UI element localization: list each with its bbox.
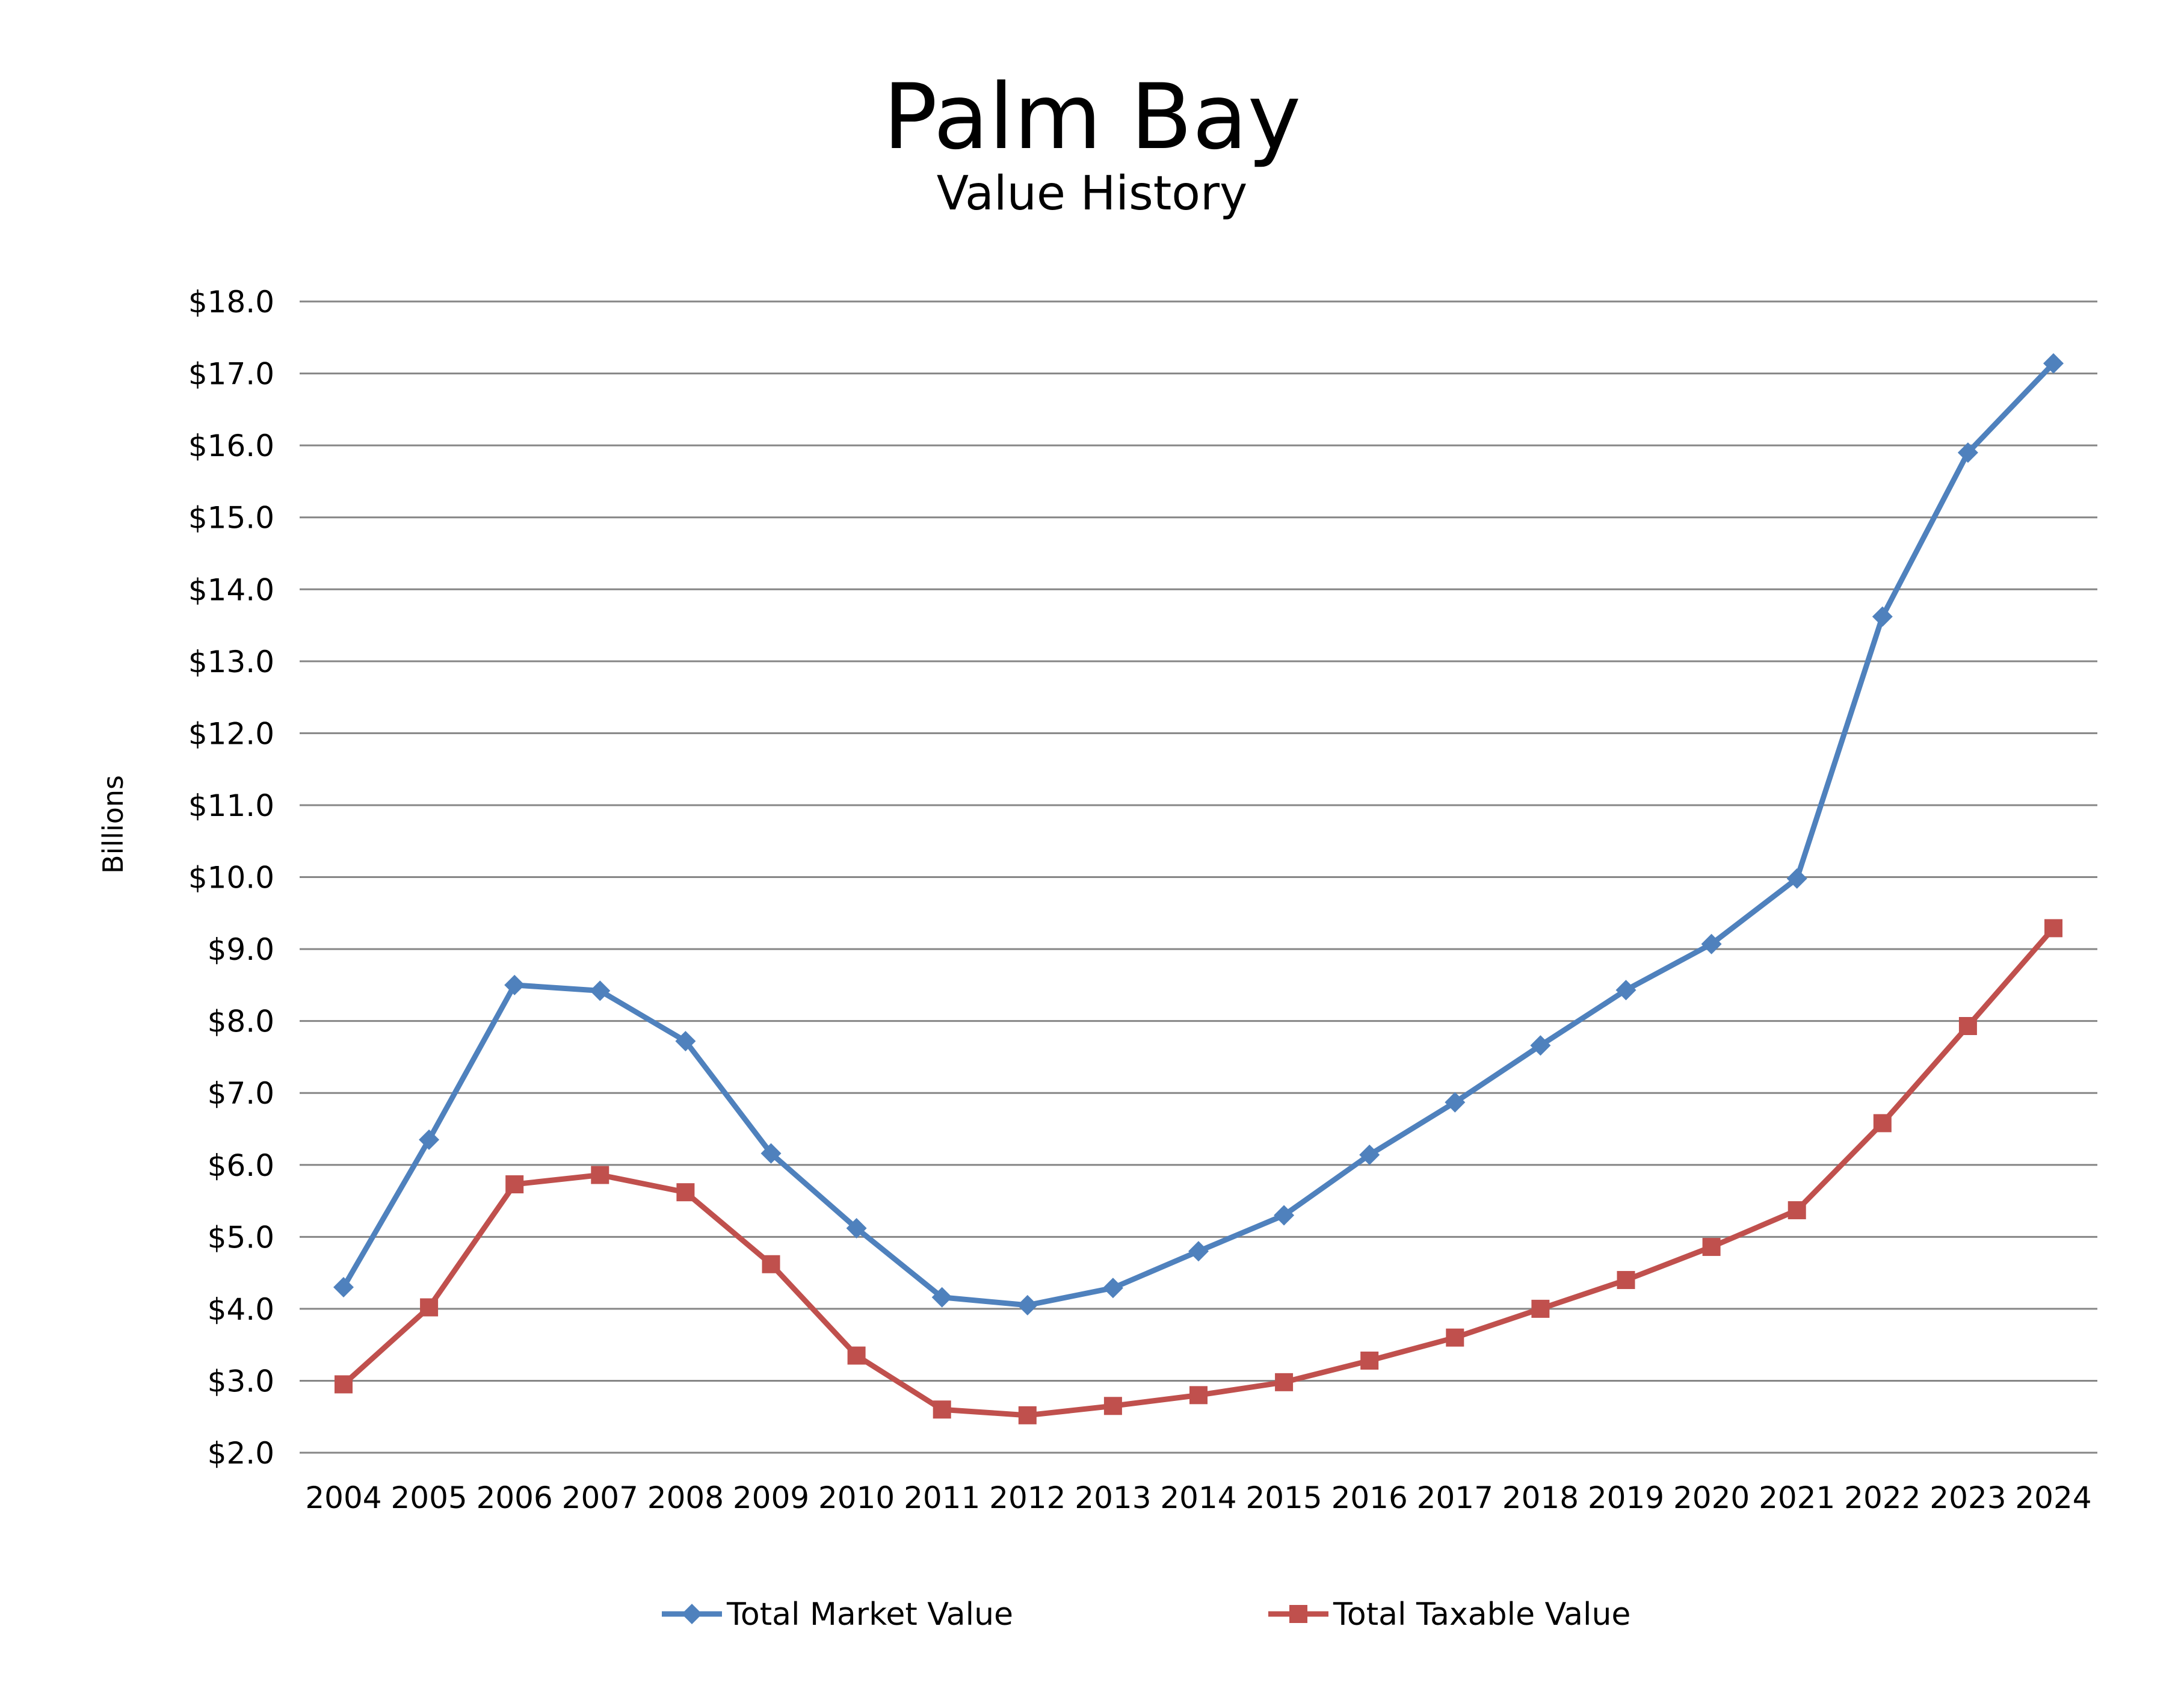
- y-tick-label: $8.0: [208, 1004, 274, 1039]
- square-marker: [420, 1298, 439, 1317]
- y-tick-label: $2.0: [208, 1436, 274, 1471]
- y-tick-label: $3.0: [208, 1364, 274, 1399]
- x-tick-label: 2010: [818, 1480, 895, 1515]
- x-tick-label: 2024: [2015, 1480, 2091, 1515]
- x-tick-label: 2009: [733, 1480, 809, 1515]
- diamond-marker: [931, 1287, 952, 1308]
- square-marker: [1788, 1201, 1806, 1220]
- y-tick-label: $12.0: [188, 716, 274, 751]
- diamond-marker: [504, 974, 525, 995]
- diamond-marker: [1274, 1205, 1295, 1226]
- gridlines: [300, 300, 2097, 1454]
- y-tick-label: $18.0: [188, 285, 274, 320]
- diamond-marker: [1872, 606, 1893, 627]
- square-marker: [847, 1346, 866, 1365]
- square-marker: [1446, 1328, 1464, 1347]
- y-tick-label: $11.0: [188, 788, 274, 823]
- diamond-marker: [419, 1129, 440, 1150]
- x-tick-label: 2020: [1673, 1480, 1750, 1515]
- y-tick-label: $6.0: [208, 1148, 274, 1183]
- x-tick-label: 2011: [904, 1480, 980, 1515]
- y-tick-label: $13.0: [188, 645, 274, 679]
- x-tick-label: 2018: [1502, 1480, 1579, 1515]
- square-marker: [505, 1175, 524, 1194]
- square-marker: [1873, 1114, 1892, 1133]
- square-marker-legend: [1289, 1605, 1307, 1623]
- y-tick-label: $7.0: [208, 1076, 274, 1111]
- legend-label: Total Taxable Value: [1333, 1597, 1630, 1633]
- y-tick-label: $17.0: [188, 357, 274, 392]
- x-tick-label: 2007: [562, 1480, 638, 1515]
- diamond-marker: [1445, 1092, 1466, 1113]
- chart-title: Palm Bay: [883, 65, 1301, 170]
- diamond-marker: [590, 980, 611, 1001]
- diamond-marker: [2043, 353, 2064, 374]
- square-marker: [1018, 1406, 1037, 1424]
- square-marker: [1958, 1016, 1977, 1035]
- chart-subtitle: Value History: [936, 167, 1248, 221]
- x-tick-label: 2019: [1588, 1480, 1664, 1515]
- x-tick-label: 2013: [1075, 1480, 1151, 1515]
- y-tick-label: $9.0: [208, 932, 274, 967]
- x-tick-label: 2017: [1417, 1480, 1493, 1515]
- square-marker: [1103, 1397, 1122, 1415]
- x-tick-label: 2016: [1331, 1480, 1408, 1515]
- square-marker: [1275, 1373, 1294, 1391]
- diamond-marker: [1701, 933, 1722, 954]
- y-tick-label: $14.0: [188, 572, 274, 607]
- diamond-marker: [846, 1217, 867, 1238]
- diamond-marker: [1017, 1294, 1038, 1315]
- x-tick-label: 2022: [1844, 1480, 1920, 1515]
- legend: Total Market Value Total Taxable Value: [662, 1597, 1630, 1633]
- x-tick-label: 2015: [1245, 1480, 1322, 1515]
- diamond-marker: [333, 1277, 354, 1298]
- diamond-marker: [1359, 1145, 1380, 1166]
- square-marker: [1702, 1238, 1721, 1257]
- square-marker: [1531, 1299, 1550, 1318]
- x-tick-label: 2004: [305, 1480, 381, 1515]
- series-line-1: [341, 360, 2056, 1308]
- square-marker: [1189, 1386, 1208, 1405]
- diamond-marker-legend: [682, 1604, 702, 1624]
- y-tick-label: $5.0: [208, 1220, 274, 1255]
- diamond-marker: [1530, 1035, 1551, 1056]
- y-tick-label: $16.0: [188, 428, 274, 463]
- y-tick-label: $4.0: [208, 1292, 274, 1327]
- square-marker: [591, 1166, 609, 1184]
- square-marker: [762, 1255, 780, 1273]
- square-marker: [1360, 1351, 1379, 1370]
- x-tick-label: 2021: [1759, 1480, 1835, 1515]
- square-marker: [1617, 1271, 1635, 1290]
- x-tick-label: 2006: [477, 1480, 553, 1515]
- x-tick-label: 2012: [989, 1480, 1066, 1515]
- x-tick-label: 2014: [1160, 1480, 1236, 1515]
- y-tick-label: $15.0: [188, 501, 274, 536]
- diamond-marker: [1188, 1241, 1209, 1262]
- x-tick-label: 2005: [390, 1480, 467, 1515]
- diamond-marker: [1957, 442, 1978, 463]
- diamond-marker: [760, 1143, 782, 1164]
- square-marker: [335, 1375, 353, 1394]
- x-tick-labels: 2004 2005 2006 2007 2008 2009 2010 2011 2012 2013…: [305, 1480, 2091, 1515]
- series-markers: [333, 353, 2064, 1424]
- diamond-marker: [1615, 980, 1636, 1001]
- x-tick-label: 2023: [1930, 1480, 2006, 1515]
- y-tick-label: $10.0: [188, 861, 274, 895]
- diamond-marker: [675, 1031, 696, 1052]
- legend-label: Total Market Value: [726, 1597, 1013, 1633]
- diamond-marker: [1102, 1278, 1123, 1299]
- x-tick-label: 2008: [647, 1480, 724, 1515]
- square-marker: [2044, 919, 2062, 938]
- square-marker: [676, 1183, 695, 1202]
- diamond-marker: [1786, 868, 1807, 889]
- square-marker: [933, 1400, 951, 1419]
- y-tick-labels: $2.0 $3.0 $4.0 $5.0 $6.0 $7.0 $8.0 $9.0 $10.0 $11…: [188, 285, 274, 1471]
